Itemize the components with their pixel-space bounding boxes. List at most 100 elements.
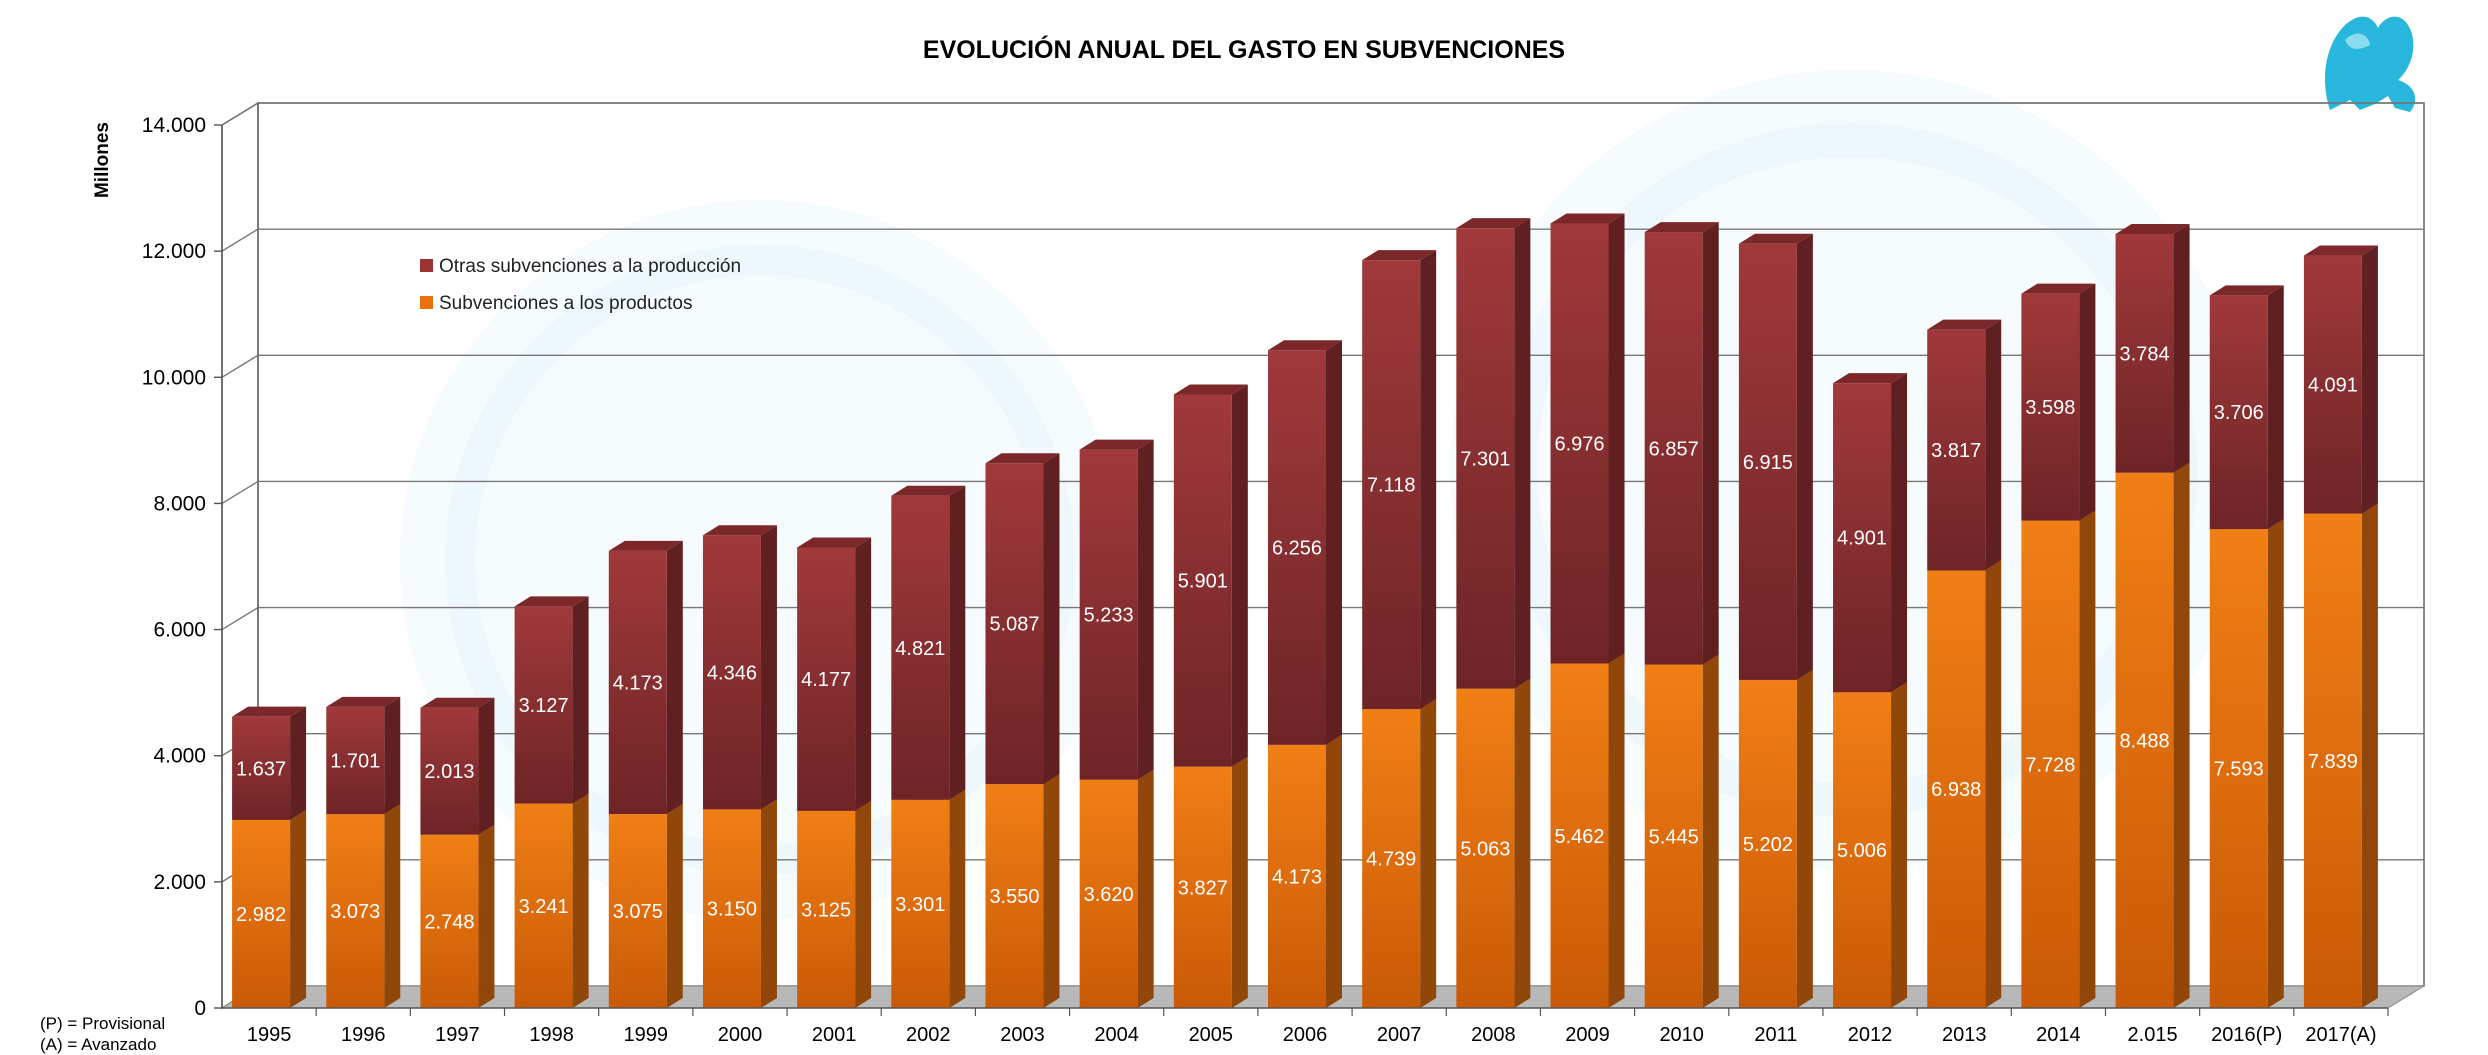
data-label: 5.462 xyxy=(1554,826,1604,848)
bar-otras-2014 xyxy=(2021,283,2096,521)
data-label: 3.150 xyxy=(707,899,757,921)
y-tick-label: 12.000 xyxy=(142,240,206,263)
x-tick-label: 2004 xyxy=(1094,1024,1139,1046)
x-tick-label: 2009 xyxy=(1565,1024,1610,1046)
bar-otras-2001 xyxy=(797,537,872,811)
data-label: 3.127 xyxy=(519,695,569,717)
gridline-side xyxy=(221,480,259,505)
legend-swatch-otras xyxy=(420,259,433,272)
bar-otras-2011 xyxy=(1738,233,1813,680)
griffin-logo xyxy=(2325,16,2416,112)
x-tick-label: 2002 xyxy=(906,1024,951,1046)
data-label: 1.637 xyxy=(236,758,286,780)
bar-otras-2003 xyxy=(985,453,1060,785)
gridline-side xyxy=(221,354,259,378)
data-label: 6.857 xyxy=(1649,438,1699,460)
gridline-side xyxy=(221,606,259,631)
bar-otras-1995 xyxy=(232,706,307,820)
data-label: 3.817 xyxy=(1931,440,1981,462)
data-label: 5.087 xyxy=(989,614,1039,636)
data-label: 5.901 xyxy=(1178,571,1228,593)
y-tick-label: 0 xyxy=(194,997,206,1020)
data-label: 7.593 xyxy=(2214,759,2264,781)
data-label: 1.701 xyxy=(330,751,380,773)
bar-productos-2010 xyxy=(1644,654,1719,1008)
note-provisional: (P) = Provisional xyxy=(40,1014,165,1033)
x-tick-label: 1997 xyxy=(435,1024,480,1046)
data-label: 3.784 xyxy=(2120,343,2170,365)
bar-productos-2007 xyxy=(1362,699,1437,1008)
x-tick-label: 2.015 xyxy=(2128,1024,2178,1046)
data-label: 5.202 xyxy=(1743,834,1793,856)
x-tick-label: 2014 xyxy=(2036,1024,2081,1046)
y-axis-label: Millones xyxy=(92,122,113,198)
bar-productos-2002 xyxy=(891,789,966,1008)
data-label: 5.006 xyxy=(1837,840,1887,862)
data-label: 8.488 xyxy=(2120,730,2170,752)
bar-otras-1998 xyxy=(514,596,589,804)
legend: Otras subvenciones a la producción Subve… xyxy=(420,256,741,314)
bar-otras-2004 xyxy=(1079,439,1154,780)
chart-title: EVOLUCIÓN ANUAL DEL GASTO EN SUBVENCIONE… xyxy=(923,34,1565,64)
y-tick-label: 14.000 xyxy=(142,114,206,137)
y-axis-ticks: 0 2.000 4.000 6.000 8.000 10.000 12.000 14.000 xyxy=(142,114,223,1020)
x-tick-label: 1999 xyxy=(624,1024,669,1046)
x-tick-label: 2003 xyxy=(1000,1024,1045,1046)
x-tick-label: 2001 xyxy=(812,1024,857,1046)
bar-productos-2001 xyxy=(797,800,872,1008)
data-label: 5.445 xyxy=(1649,826,1699,848)
bar-otras-2010 xyxy=(1644,222,1719,665)
data-label: 4.346 xyxy=(707,662,757,684)
data-label: 6.915 xyxy=(1743,452,1793,474)
legend-label-productos: Subvenciones a los productos xyxy=(439,293,693,314)
x-tick-label: 1996 xyxy=(341,1024,386,1046)
data-label: 5.063 xyxy=(1460,838,1510,860)
bars xyxy=(232,213,2378,1008)
bar-otras-2017(A) xyxy=(2303,245,2378,514)
bar-otras-2016(P) xyxy=(2209,285,2284,530)
data-label: 6.256 xyxy=(1272,538,1322,560)
data-label: 4.177 xyxy=(801,669,851,691)
x-tick-label: 2011 xyxy=(1754,1024,1797,1046)
y-tick-label: 6.000 xyxy=(153,619,206,642)
bar-otras-2000 xyxy=(702,525,777,810)
x-tick-label: 2017(A) xyxy=(2305,1024,2376,1046)
x-tick-label: 2006 xyxy=(1283,1024,1328,1046)
bar-otras-2006 xyxy=(1268,340,1342,745)
bar-productos-2004 xyxy=(1079,769,1154,1008)
bar-productos-1997 xyxy=(420,824,495,1008)
bar-productos-2009 xyxy=(1550,653,1625,1008)
bar-productos-2005 xyxy=(1173,756,1248,1008)
data-label: 4.821 xyxy=(895,638,945,660)
data-label: 4.091 xyxy=(2308,375,2358,397)
bar-otras-2013 xyxy=(1927,319,2002,571)
bar-otras-2007 xyxy=(1362,250,1437,710)
bar-otras-2009 xyxy=(1550,213,1625,664)
data-label: 3.301 xyxy=(895,894,945,916)
data-label: 3.598 xyxy=(2025,397,2075,419)
bar-productos-2.015 xyxy=(2115,462,2190,1008)
bar-otras-2.015 xyxy=(2115,223,2190,473)
x-tick-label: 2007 xyxy=(1377,1024,1422,1046)
data-label: 3.827 xyxy=(1178,877,1228,899)
data-label: 3.706 xyxy=(2214,402,2264,424)
x-tick-label: 2005 xyxy=(1189,1024,1234,1046)
x-tick-label: 2010 xyxy=(1659,1024,1704,1046)
x-tick-label: 2016(P) xyxy=(2211,1024,2282,1046)
data-label: 5.233 xyxy=(1084,605,1134,627)
bar-otras-2012 xyxy=(1833,373,1908,693)
data-label: 7.839 xyxy=(2308,751,2358,773)
bar-otras-1999 xyxy=(608,540,683,815)
x-tick-label: 1995 xyxy=(247,1024,292,1046)
data-label: 6.976 xyxy=(1554,434,1604,456)
footnotes: (P) = Provisional (A) = Avanzado xyxy=(40,1014,165,1054)
x-tick-label: 2000 xyxy=(718,1024,763,1046)
data-label: 4.173 xyxy=(1272,866,1322,888)
legend-swatch-productos xyxy=(420,296,433,309)
data-label: 4.173 xyxy=(613,672,663,694)
y-tick-label: 10.000 xyxy=(142,366,206,389)
gridline-side xyxy=(221,102,259,126)
bar-productos-1995 xyxy=(232,809,307,1008)
x-tick-label: 1998 xyxy=(529,1024,574,1046)
